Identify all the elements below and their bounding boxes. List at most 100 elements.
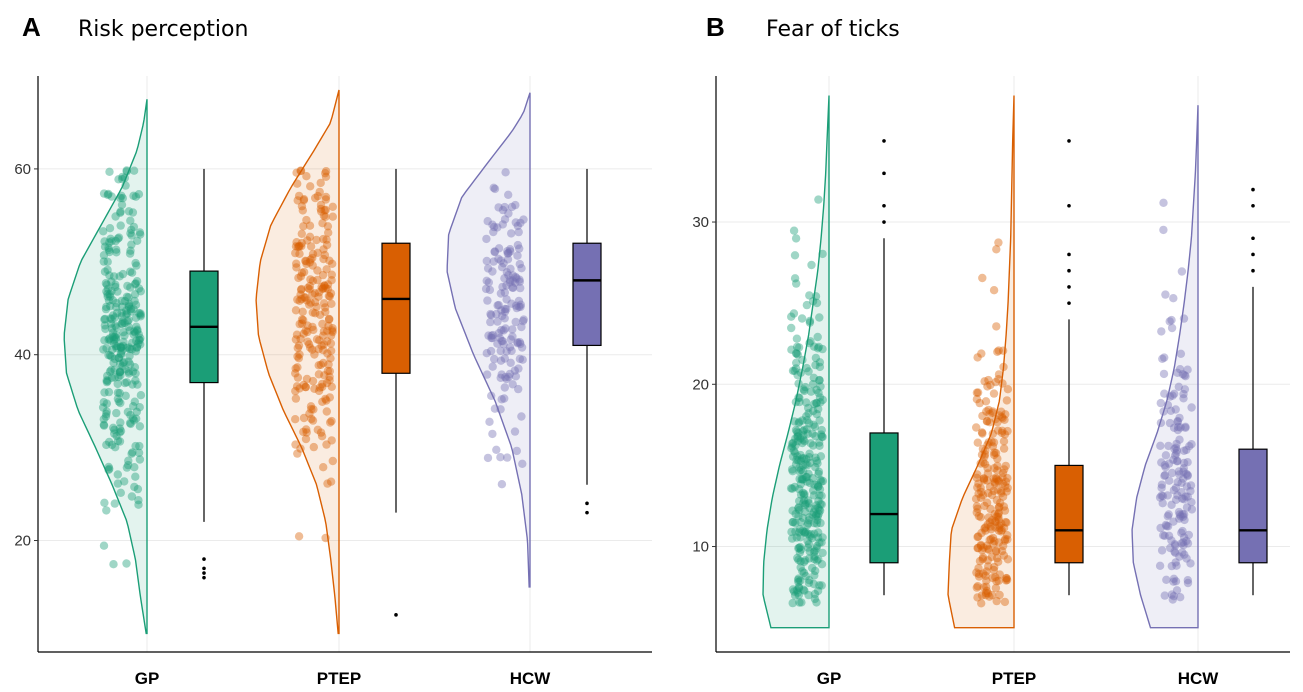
data-point [303,236,312,245]
data-point [109,339,119,348]
outlier-point [1067,301,1071,305]
data-point [812,556,822,565]
data-point [124,299,134,309]
data-point [133,484,143,494]
data-point [321,205,330,215]
data-point [1001,410,1010,419]
data-point [305,232,315,241]
data-point [787,527,796,537]
data-point [105,290,115,299]
data-point [130,327,139,336]
data-point [308,249,318,259]
data-point [992,596,1001,606]
data-point [795,583,804,593]
data-point [122,559,131,568]
data-point [791,397,801,407]
data-point [978,444,988,454]
data-point [133,326,142,335]
data-point [1156,418,1166,428]
data-point [1187,498,1196,507]
data-point [1160,470,1170,480]
data-point [788,439,797,448]
data-point [132,261,141,270]
series-hcw [1131,105,1268,629]
data-point [506,335,515,344]
data-point [1169,592,1179,601]
data-point [504,248,513,258]
data-point [99,421,109,430]
data-point [302,428,311,437]
data-point [805,316,815,326]
data-point [323,349,332,358]
data-point [1175,514,1184,523]
data-point [113,234,123,243]
data-point [1178,526,1187,536]
data-point [988,533,998,543]
data-point [795,467,804,476]
data-point [977,599,986,608]
outlier-point [1251,204,1255,208]
data-point [983,520,992,529]
data-point [128,367,138,376]
data-point [100,315,109,324]
data-point [328,212,337,221]
data-point [1000,430,1010,439]
data-point [795,474,804,484]
data-point [508,283,517,292]
data-point [107,365,116,375]
data-point [999,541,1008,551]
data-point [1175,365,1185,374]
data-point [977,450,987,459]
data-point [999,444,1009,453]
data-point [296,334,305,343]
data-point [500,304,510,314]
data-point [125,302,134,311]
data-point [501,324,510,333]
data-point [322,440,331,449]
data-point [806,337,815,346]
data-point [1155,561,1165,570]
box-iqr [1238,448,1268,564]
data-point [110,365,119,374]
data-point [814,482,823,491]
data-point [103,371,112,381]
data-point [1169,294,1178,303]
data-point [136,287,145,296]
data-points [971,238,1013,608]
data-point [1158,499,1167,508]
data-point [794,504,803,513]
y-tick-label: 20 [692,376,709,393]
data-point [1179,389,1188,399]
data-point [132,414,141,423]
data-point [488,429,497,439]
data-point [985,535,994,545]
data-point [993,454,1002,463]
data-point [105,351,115,360]
data-point [318,219,327,228]
outlier-point [1251,268,1255,273]
data-point [511,278,520,287]
data-point [982,582,991,591]
data-point [1178,370,1188,379]
data-point [102,440,111,450]
data-point [803,520,812,530]
data-point [800,586,809,595]
data-point [973,532,982,542]
data-point [809,548,819,557]
data-point [299,427,308,437]
data-point [105,247,114,257]
data-point [291,394,301,403]
data-point [118,269,128,279]
data-point [816,382,825,391]
data-point [974,489,983,498]
data-point [500,354,509,363]
data-point [1002,574,1011,583]
data-point [1184,530,1194,540]
data-point [104,387,114,397]
data-point [504,209,513,218]
data-point [514,296,524,306]
data-point [972,473,981,482]
data-point [134,330,143,339]
data-point [325,367,334,376]
data-point [802,412,811,421]
